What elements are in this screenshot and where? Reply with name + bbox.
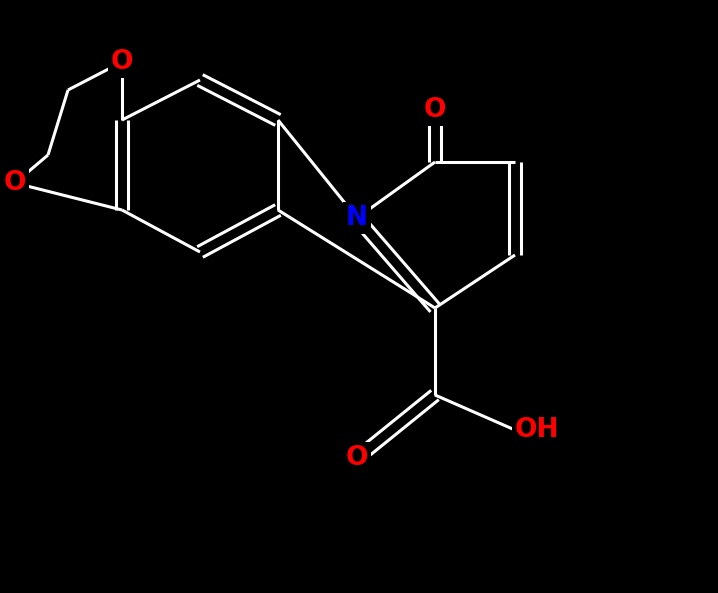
- Text: O: O: [4, 170, 27, 196]
- Text: O: O: [424, 97, 447, 123]
- Text: N: N: [346, 205, 368, 231]
- Text: OH: OH: [515, 417, 559, 443]
- Text: O: O: [111, 49, 134, 75]
- Text: O: O: [346, 445, 368, 471]
